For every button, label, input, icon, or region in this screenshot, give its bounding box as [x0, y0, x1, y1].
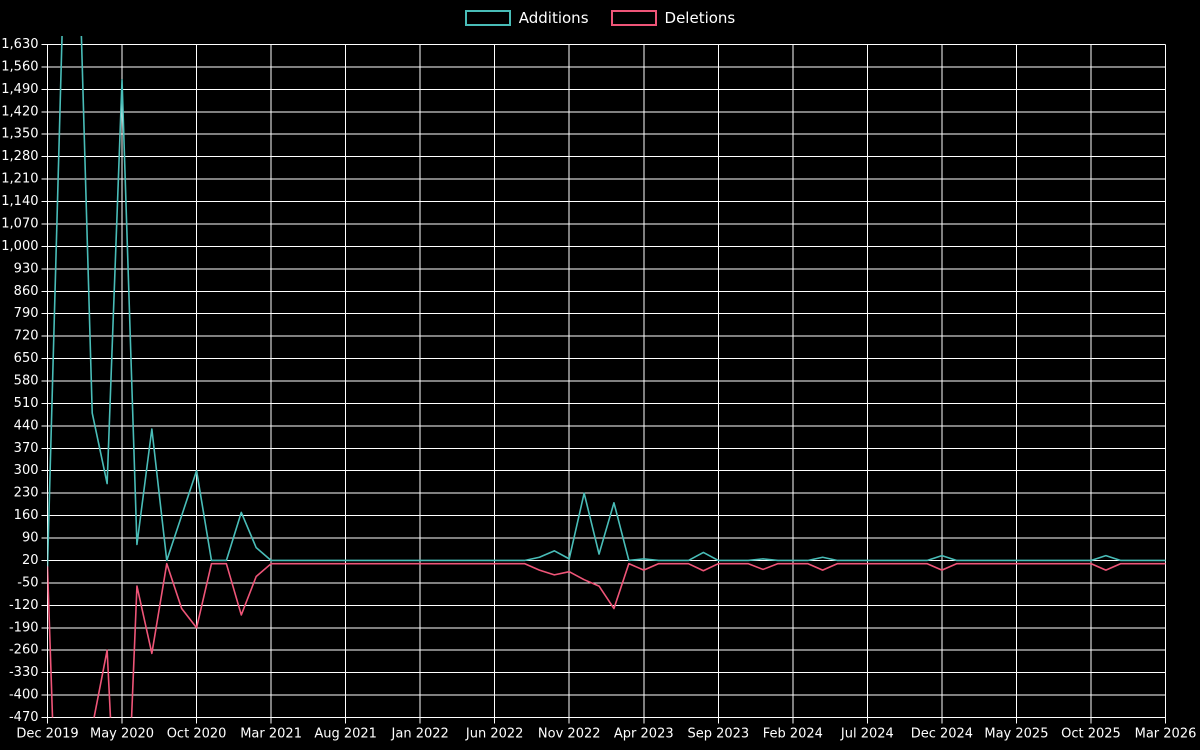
y-tick-label: 1,490: [1, 82, 38, 97]
y-tick-label: 720: [14, 329, 39, 344]
y-tick-label: 510: [14, 396, 39, 411]
y-tick-label: 1,280: [1, 149, 38, 164]
y-tick-label: 1,420: [1, 104, 38, 119]
y-tick-label: -120: [9, 598, 39, 613]
y-tick-label: 300: [14, 463, 39, 478]
y-tick-label: 790: [14, 306, 39, 321]
x-tick-label: Oct 2025: [1061, 726, 1121, 741]
x-tick-label: Apr 2023: [614, 726, 674, 741]
legend-label-deletions: Deletions: [664, 9, 736, 27]
x-tick-label: Aug 2021: [314, 726, 377, 741]
chart-legend: Additions Deletions: [0, 0, 1200, 36]
gridlines: [47, 44, 1166, 718]
y-tick-label: 860: [14, 284, 39, 299]
y-tick-label: -50: [17, 575, 38, 590]
x-axis-ticks: Dec 2019 May 2020 Oct 2020 Mar 2021 Aug 2021…: [16, 717, 1197, 741]
chart-plot-area: 1,630 1,560 1,490 1,420 1,350 1,280 1,210 1,140…: [0, 36, 1200, 750]
y-tick-label: 650: [14, 351, 39, 366]
legend-entry-deletions[interactable]: Deletions: [610, 9, 736, 27]
x-tick-label: Mar 2026: [1135, 726, 1197, 741]
y-tick-label: -260: [9, 643, 39, 658]
y-tick-label: 1,000: [1, 239, 38, 254]
x-tick-label: Dec 2024: [911, 726, 973, 741]
y-tick-label: 90: [22, 531, 39, 546]
x-tick-label: Oct 2020: [167, 726, 227, 741]
y-tick-label: 160: [14, 508, 39, 523]
y-tick-label: 1,630: [1, 37, 38, 52]
y-tick-label: -190: [9, 620, 39, 635]
legend-swatch-additions: [464, 10, 511, 26]
y-tick-label: -470: [9, 710, 39, 725]
series-line-deletions: [47, 562, 1166, 718]
x-tick-label: May 2025: [984, 726, 1048, 741]
y-tick-label: -330: [9, 665, 39, 680]
x-tick-label: Jan 2022: [391, 726, 449, 741]
x-tick-label: Dec 2019: [16, 726, 78, 741]
legend-swatch-deletions: [610, 10, 657, 26]
x-tick-label: Feb 2024: [763, 726, 823, 741]
y-axis-ticks: 1,630 1,560 1,490 1,420 1,350 1,280 1,210 1,140…: [1, 37, 48, 725]
y-tick-label: 1,350: [1, 127, 38, 142]
y-tick-label: 440: [14, 418, 39, 433]
y-tick-label: 580: [14, 374, 39, 389]
y-tick-label: 1,560: [1, 59, 38, 74]
legend-entry-additions[interactable]: Additions: [464, 9, 589, 27]
y-tick-label: 230: [14, 486, 39, 501]
y-tick-label: 20: [22, 553, 39, 568]
x-tick-label: May 2020: [90, 726, 154, 741]
x-tick-label: Jul 2024: [840, 726, 894, 741]
y-tick-label: 370: [14, 441, 39, 456]
data-series: [47, 36, 1166, 718]
legend-label-additions: Additions: [518, 9, 589, 27]
series-line-additions: [47, 36, 1166, 568]
x-tick-label: Nov 2022: [538, 726, 601, 741]
y-tick-label: 1,140: [1, 194, 38, 209]
x-tick-label: Sep 2023: [687, 726, 749, 741]
y-tick-label: 930: [14, 261, 39, 276]
y-tick-label: -400: [9, 688, 39, 703]
y-tick-label: 1,210: [1, 172, 38, 187]
chart-background: [0, 36, 1200, 750]
line-chart-svg: 1,630 1,560 1,490 1,420 1,350 1,280 1,210 1,140…: [0, 36, 1200, 750]
x-tick-label: Jun 2022: [465, 726, 524, 741]
y-tick-label: 1,070: [1, 216, 38, 231]
x-tick-label: Mar 2021: [240, 726, 302, 741]
